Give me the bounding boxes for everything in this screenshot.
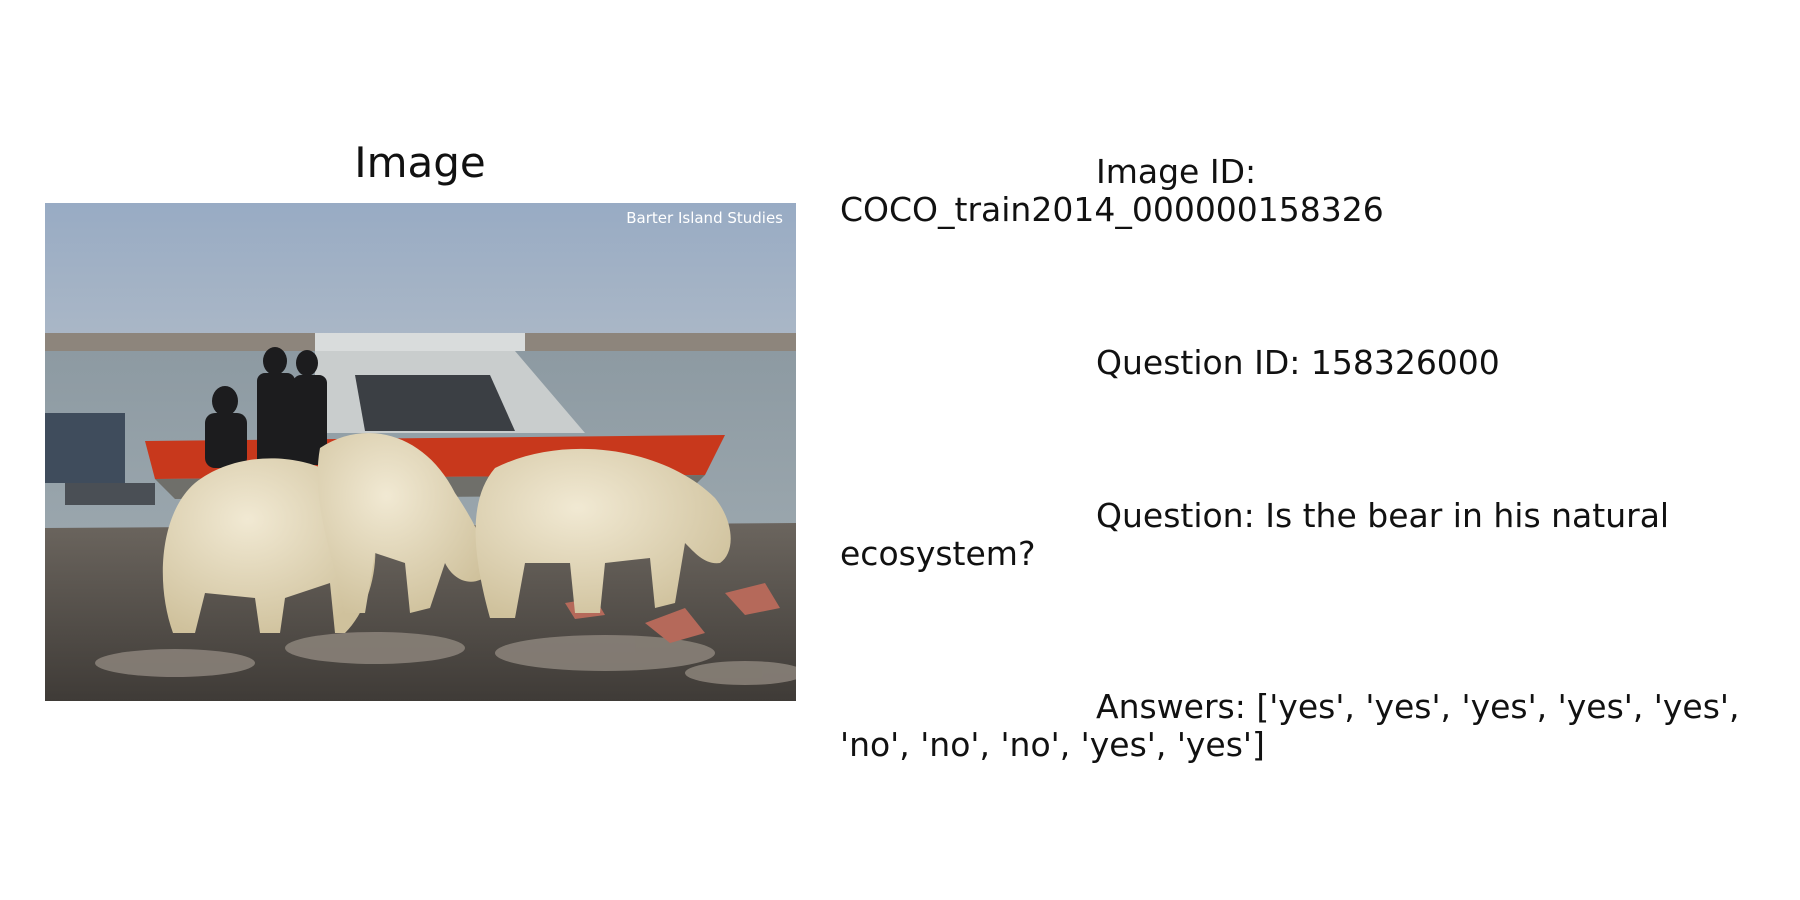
polar-bears [162,433,731,633]
rocks [95,632,796,685]
question-id-text: Question ID: 158326000 [1096,343,1500,382]
sky [45,203,796,338]
image-title: Image [354,138,486,187]
vqa-info: Image ID: COCO_train2014_000000158326 Qu… [840,77,1790,802]
people [205,347,327,468]
answers-text: Answers: ['yes', 'yes', 'yes', 'yes', 'y… [840,687,1750,764]
polar-bear-photo: Barter Island Studies [45,203,796,701]
watermark: Barter Island Studies [626,209,783,227]
image-id-text: Image ID: COCO_train2014_000000158326 [840,152,1384,229]
question-text: Question: Is the bear in his natural eco… [840,496,1680,573]
